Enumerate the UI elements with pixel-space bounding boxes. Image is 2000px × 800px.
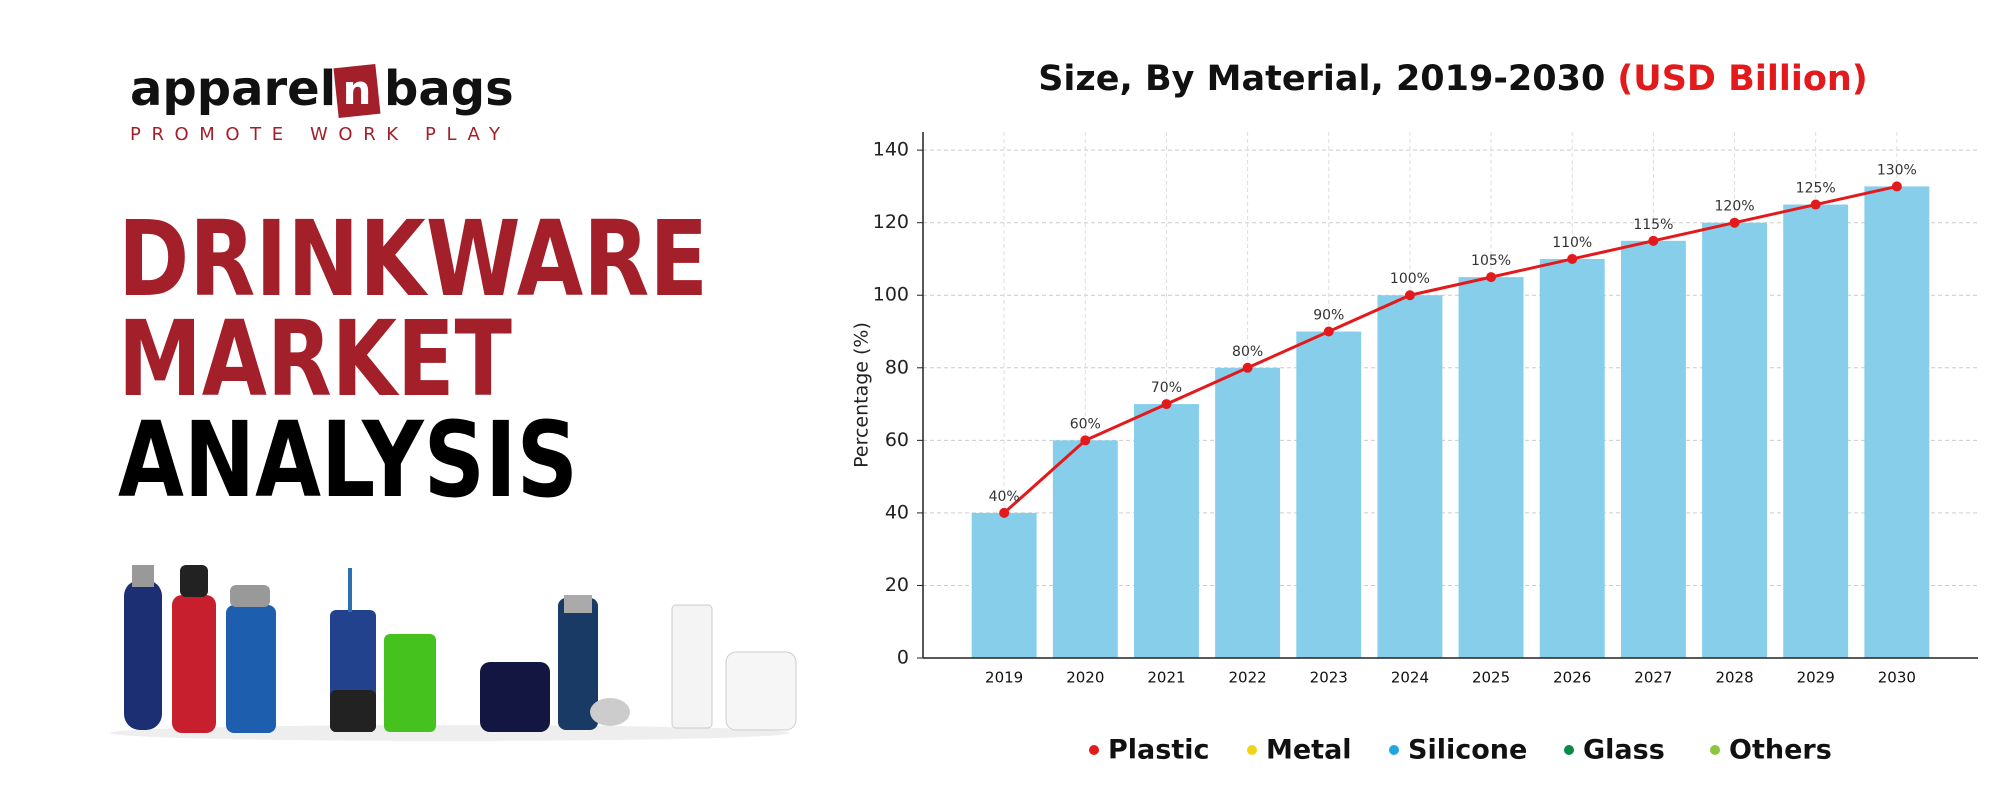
legend-label: Metal [1266, 735, 1352, 766]
bar [1783, 204, 1849, 658]
y-tick-label: 140 [873, 139, 909, 161]
bar [1864, 186, 1930, 658]
data-label: 80% [1232, 344, 1263, 360]
y-tick-label: 40 [885, 501, 909, 523]
trend-line [1003, 184, 1898, 515]
headline-line: MARKET [118, 298, 512, 420]
legend-dot [1089, 745, 1099, 755]
y-tick-label: 20 [885, 574, 909, 596]
line-marker [1729, 217, 1740, 228]
product-illustration [110, 565, 797, 741]
logo-mid: n [343, 68, 371, 114]
x-tick-label: 2029 [1797, 669, 1835, 687]
data-label: 40% [989, 489, 1020, 505]
line-marker [1648, 235, 1659, 246]
line-marker [1810, 199, 1821, 210]
line-marker [999, 507, 1010, 518]
x-tick-label: 2022 [1229, 669, 1267, 687]
y-tick-label: 120 [873, 211, 909, 233]
line-marker [1567, 253, 1578, 264]
x-tick-label: 2020 [1066, 669, 1104, 687]
x-tick-label: 2023 [1310, 669, 1348, 687]
bar [1539, 258, 1605, 658]
bar [1620, 240, 1686, 659]
line-marker [1486, 272, 1497, 283]
data-label: 120% [1715, 199, 1755, 215]
y-axis-label: Percentage (%) [851, 322, 873, 468]
data-label: 125% [1796, 181, 1836, 197]
logo-box [333, 63, 381, 119]
logo-left: apparel [130, 61, 336, 117]
line-marker [1080, 435, 1091, 446]
chart-title-highlight: (USD Billion) [1617, 59, 1868, 99]
logo-right: bags [384, 61, 514, 117]
y-tick-label: 100 [873, 284, 909, 306]
brand-logo: apparel n bags PROMOTE WORK PLAY [130, 61, 514, 145]
bar [1702, 222, 1767, 659]
bar [1134, 404, 1199, 658]
x-tick-label: 2021 [1147, 669, 1185, 687]
line-marker [1242, 362, 1253, 373]
y-tick-label: 80 [885, 356, 909, 378]
x-tick-label: 2030 [1878, 669, 1916, 687]
data-label: 70% [1151, 380, 1182, 396]
bar [1296, 331, 1362, 658]
line-marker [1891, 181, 1902, 192]
x-tick-label: 2028 [1715, 669, 1753, 687]
x-tick-label: 2024 [1391, 669, 1429, 687]
data-label: 100% [1390, 271, 1430, 287]
x-tick-label: 2025 [1472, 669, 1510, 687]
data-label: 60% [1070, 416, 1101, 432]
headline-line: DRINKWARE [118, 198, 708, 320]
legend-dot [1564, 745, 1574, 755]
legend-label: Glass [1583, 735, 1665, 766]
data-label: 110% [1552, 235, 1592, 251]
chart-title-main: Size, By Material, 2019-2030 [1038, 59, 1605, 99]
bar [1052, 440, 1118, 658]
chart-title: Size, By Material, 2019-2030 (USD Billion… [1038, 59, 1868, 99]
data-label: 90% [1313, 308, 1344, 324]
bar [971, 512, 1037, 658]
headline-line: ANALYSIS [118, 399, 578, 521]
legend-label: Silicone [1408, 735, 1527, 766]
y-tick-label: 60 [885, 429, 909, 451]
legend-dot [1389, 745, 1399, 755]
data-label: 105% [1471, 253, 1511, 269]
data-label: 130% [1877, 162, 1917, 178]
y-tick-label: 0 [897, 647, 909, 669]
legend-dot [1710, 745, 1720, 755]
legend-label: Others [1729, 735, 1832, 766]
tagline: PROMOTE WORK PLAY [130, 124, 510, 145]
x-tick-label: 2026 [1553, 669, 1591, 687]
bar [1458, 277, 1524, 658]
bar [1215, 367, 1281, 658]
legend-label: Plastic [1108, 735, 1210, 766]
line-marker [1161, 399, 1172, 410]
x-tick-label: 2027 [1634, 669, 1672, 687]
bar [1377, 295, 1443, 658]
line-marker [1404, 290, 1415, 301]
data-label: 115% [1633, 217, 1673, 233]
x-tick-label: 2019 [985, 669, 1023, 687]
line-marker [1323, 326, 1334, 337]
legend-dot [1247, 745, 1257, 755]
